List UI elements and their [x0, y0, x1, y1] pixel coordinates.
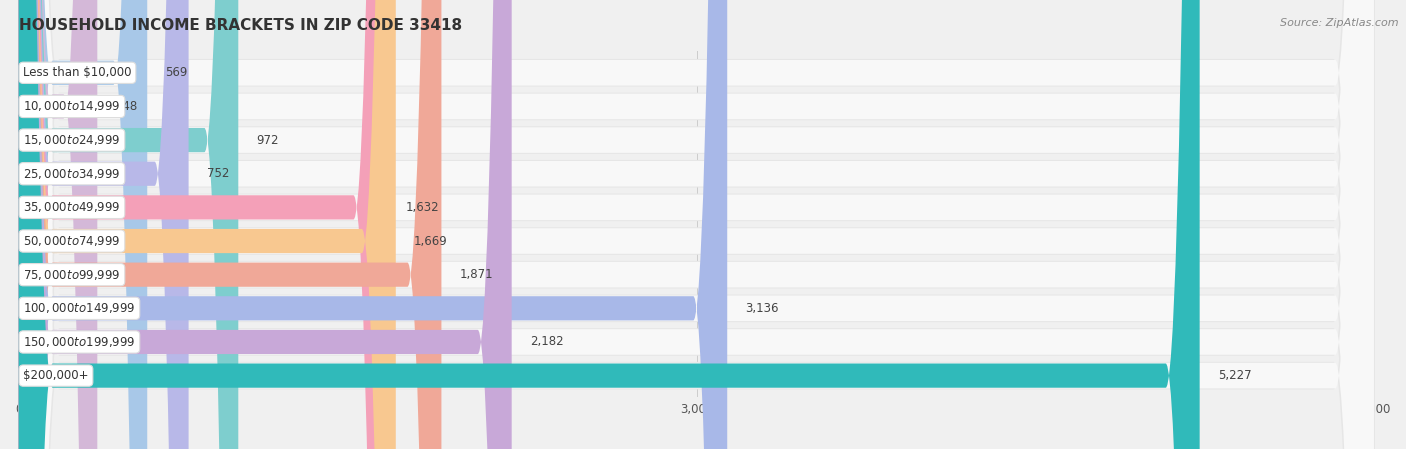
Text: Less than $10,000: Less than $10,000: [24, 66, 132, 79]
FancyBboxPatch shape: [18, 0, 148, 449]
Text: HOUSEHOLD INCOME BRACKETS IN ZIP CODE 33418: HOUSEHOLD INCOME BRACKETS IN ZIP CODE 33…: [18, 18, 461, 33]
Text: $15,000 to $24,999: $15,000 to $24,999: [24, 133, 121, 147]
FancyBboxPatch shape: [18, 0, 441, 449]
Text: $150,000 to $199,999: $150,000 to $199,999: [24, 335, 135, 349]
FancyBboxPatch shape: [18, 0, 1374, 449]
Text: $10,000 to $14,999: $10,000 to $14,999: [24, 99, 121, 114]
Text: 3,136: 3,136: [745, 302, 779, 315]
FancyBboxPatch shape: [18, 0, 1374, 449]
Text: $100,000 to $149,999: $100,000 to $149,999: [24, 301, 135, 315]
FancyBboxPatch shape: [20, 0, 1374, 449]
FancyBboxPatch shape: [20, 0, 1374, 449]
FancyBboxPatch shape: [18, 0, 1374, 449]
FancyBboxPatch shape: [18, 0, 388, 449]
FancyBboxPatch shape: [18, 0, 1199, 449]
Text: 348: 348: [115, 100, 138, 113]
FancyBboxPatch shape: [18, 0, 1374, 449]
FancyBboxPatch shape: [20, 0, 1374, 449]
FancyBboxPatch shape: [18, 0, 395, 449]
Text: 2,182: 2,182: [530, 335, 564, 348]
FancyBboxPatch shape: [18, 0, 1374, 449]
FancyBboxPatch shape: [18, 0, 512, 449]
FancyBboxPatch shape: [18, 0, 1374, 449]
FancyBboxPatch shape: [18, 0, 727, 449]
Text: 1,871: 1,871: [460, 268, 494, 281]
Text: $35,000 to $49,999: $35,000 to $49,999: [24, 200, 121, 214]
FancyBboxPatch shape: [18, 0, 238, 449]
FancyBboxPatch shape: [18, 0, 1374, 449]
Text: Source: ZipAtlas.com: Source: ZipAtlas.com: [1281, 18, 1399, 28]
FancyBboxPatch shape: [18, 0, 1374, 449]
FancyBboxPatch shape: [20, 0, 1374, 449]
Text: $25,000 to $34,999: $25,000 to $34,999: [24, 167, 121, 181]
Text: $200,000+: $200,000+: [24, 369, 89, 382]
FancyBboxPatch shape: [20, 0, 1374, 449]
Text: 5,227: 5,227: [1218, 369, 1251, 382]
Text: 569: 569: [166, 66, 187, 79]
FancyBboxPatch shape: [18, 0, 1374, 449]
Text: $75,000 to $99,999: $75,000 to $99,999: [24, 268, 121, 282]
Text: 1,632: 1,632: [405, 201, 439, 214]
FancyBboxPatch shape: [20, 0, 1374, 449]
Text: 752: 752: [207, 167, 229, 180]
FancyBboxPatch shape: [20, 0, 1374, 449]
Text: 1,669: 1,669: [413, 234, 447, 247]
Text: 972: 972: [256, 134, 278, 146]
FancyBboxPatch shape: [20, 0, 1374, 449]
FancyBboxPatch shape: [20, 0, 1374, 449]
FancyBboxPatch shape: [20, 0, 1374, 449]
FancyBboxPatch shape: [18, 0, 1374, 449]
Text: $50,000 to $74,999: $50,000 to $74,999: [24, 234, 121, 248]
FancyBboxPatch shape: [18, 0, 97, 449]
FancyBboxPatch shape: [18, 0, 188, 449]
